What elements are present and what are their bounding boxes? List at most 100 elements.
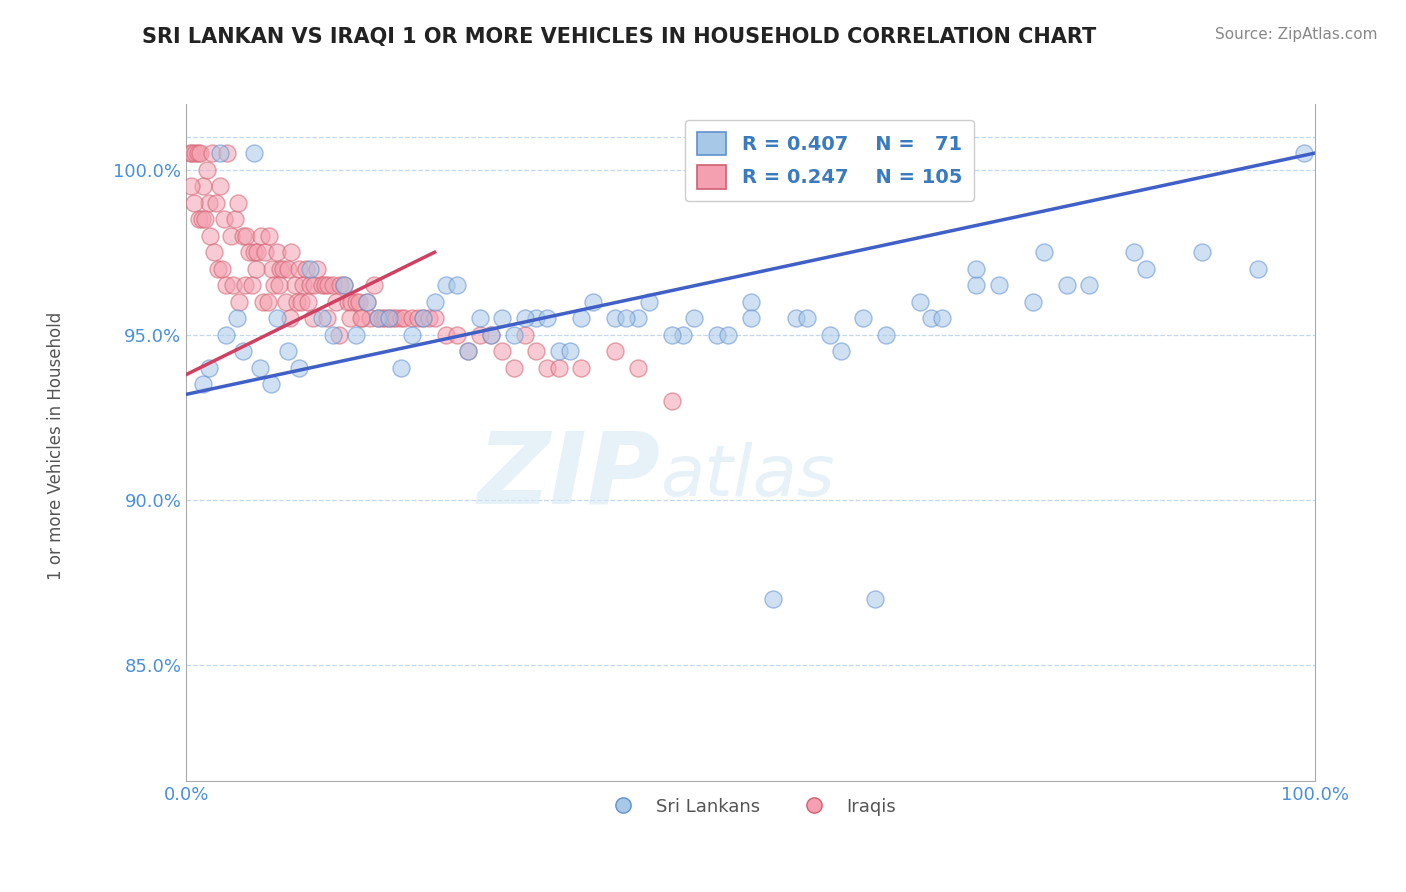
Point bbox=[180, 179, 202, 194]
Point bbox=[352, 311, 374, 326]
Point bbox=[235, 228, 257, 243]
Point bbox=[683, 311, 706, 326]
Point bbox=[266, 311, 288, 326]
Point bbox=[558, 344, 581, 359]
Point bbox=[1191, 245, 1213, 260]
Point bbox=[249, 228, 271, 243]
Point bbox=[627, 360, 650, 375]
Point bbox=[333, 278, 356, 293]
Point bbox=[367, 311, 389, 326]
Point bbox=[356, 294, 378, 309]
Point bbox=[246, 245, 269, 260]
Point bbox=[291, 278, 314, 293]
Point bbox=[215, 327, 238, 342]
Point bbox=[238, 245, 260, 260]
Point bbox=[547, 344, 569, 359]
Point bbox=[762, 592, 785, 607]
Point bbox=[274, 294, 297, 309]
Point bbox=[1021, 294, 1043, 309]
Point bbox=[215, 278, 238, 293]
Point bbox=[187, 146, 209, 161]
Point bbox=[378, 311, 401, 326]
Point bbox=[329, 278, 352, 293]
Point bbox=[401, 311, 423, 326]
Point bbox=[249, 360, 271, 375]
Point bbox=[434, 278, 457, 293]
Point bbox=[1123, 245, 1146, 260]
Point bbox=[875, 327, 897, 342]
Point bbox=[1292, 146, 1315, 161]
Point bbox=[209, 146, 232, 161]
Point bbox=[257, 228, 280, 243]
Text: SRI LANKAN VS IRAQI 1 OR MORE VEHICLES IN HOUSEHOLD CORRELATION CHART: SRI LANKAN VS IRAQI 1 OR MORE VEHICLES I… bbox=[142, 27, 1095, 46]
Point bbox=[181, 146, 204, 161]
Point bbox=[389, 360, 412, 375]
Text: ZIP: ZIP bbox=[477, 427, 661, 524]
Point bbox=[318, 278, 340, 293]
Point bbox=[524, 344, 547, 359]
Point bbox=[297, 294, 319, 309]
Point bbox=[1056, 278, 1078, 293]
Point bbox=[350, 311, 373, 326]
Point bbox=[965, 278, 987, 293]
Point bbox=[389, 311, 412, 326]
Point bbox=[863, 592, 886, 607]
Point bbox=[412, 311, 434, 326]
Point bbox=[263, 278, 285, 293]
Point bbox=[301, 311, 323, 326]
Point bbox=[418, 311, 440, 326]
Point bbox=[299, 278, 322, 293]
Point bbox=[254, 245, 277, 260]
Point bbox=[311, 278, 333, 293]
Text: 1 or more Vehicles in Household: 1 or more Vehicles in Household bbox=[48, 312, 65, 580]
Point bbox=[381, 311, 404, 326]
Point bbox=[260, 261, 283, 276]
Point bbox=[295, 261, 318, 276]
Point bbox=[207, 261, 229, 276]
Point bbox=[221, 278, 243, 293]
Point bbox=[987, 278, 1010, 293]
Point bbox=[260, 377, 283, 392]
Point bbox=[211, 261, 233, 276]
Point bbox=[240, 278, 263, 293]
Point bbox=[256, 294, 278, 309]
Point bbox=[228, 294, 250, 309]
Point bbox=[457, 344, 479, 359]
Point bbox=[401, 327, 423, 342]
Point bbox=[1033, 245, 1056, 260]
Point bbox=[288, 360, 311, 375]
Point bbox=[198, 228, 221, 243]
Point bbox=[920, 311, 942, 326]
Point bbox=[502, 360, 524, 375]
Point bbox=[491, 344, 513, 359]
Point bbox=[908, 294, 931, 309]
Text: Source: ZipAtlas.com: Source: ZipAtlas.com bbox=[1215, 27, 1378, 42]
Point bbox=[468, 327, 491, 342]
Point bbox=[333, 278, 356, 293]
Point bbox=[336, 294, 359, 309]
Point bbox=[1247, 261, 1270, 276]
Text: atlas: atlas bbox=[661, 442, 835, 510]
Point bbox=[740, 294, 762, 309]
Point bbox=[423, 311, 446, 326]
Point bbox=[347, 294, 370, 309]
Point bbox=[1135, 261, 1157, 276]
Point bbox=[672, 327, 695, 342]
Point bbox=[965, 261, 987, 276]
Point bbox=[198, 195, 221, 210]
Point bbox=[740, 311, 762, 326]
Point bbox=[513, 327, 536, 342]
Point bbox=[661, 393, 683, 408]
Point bbox=[385, 311, 408, 326]
Point bbox=[627, 311, 650, 326]
Point bbox=[198, 360, 221, 375]
Point bbox=[183, 195, 205, 210]
Legend: Sri Lankans, Iraqis: Sri Lankans, Iraqis bbox=[598, 790, 903, 822]
Point bbox=[314, 278, 336, 293]
Point bbox=[252, 294, 274, 309]
Point bbox=[370, 311, 392, 326]
Point bbox=[226, 311, 249, 326]
Point bbox=[284, 278, 307, 293]
Point bbox=[311, 311, 333, 326]
Point bbox=[226, 195, 249, 210]
